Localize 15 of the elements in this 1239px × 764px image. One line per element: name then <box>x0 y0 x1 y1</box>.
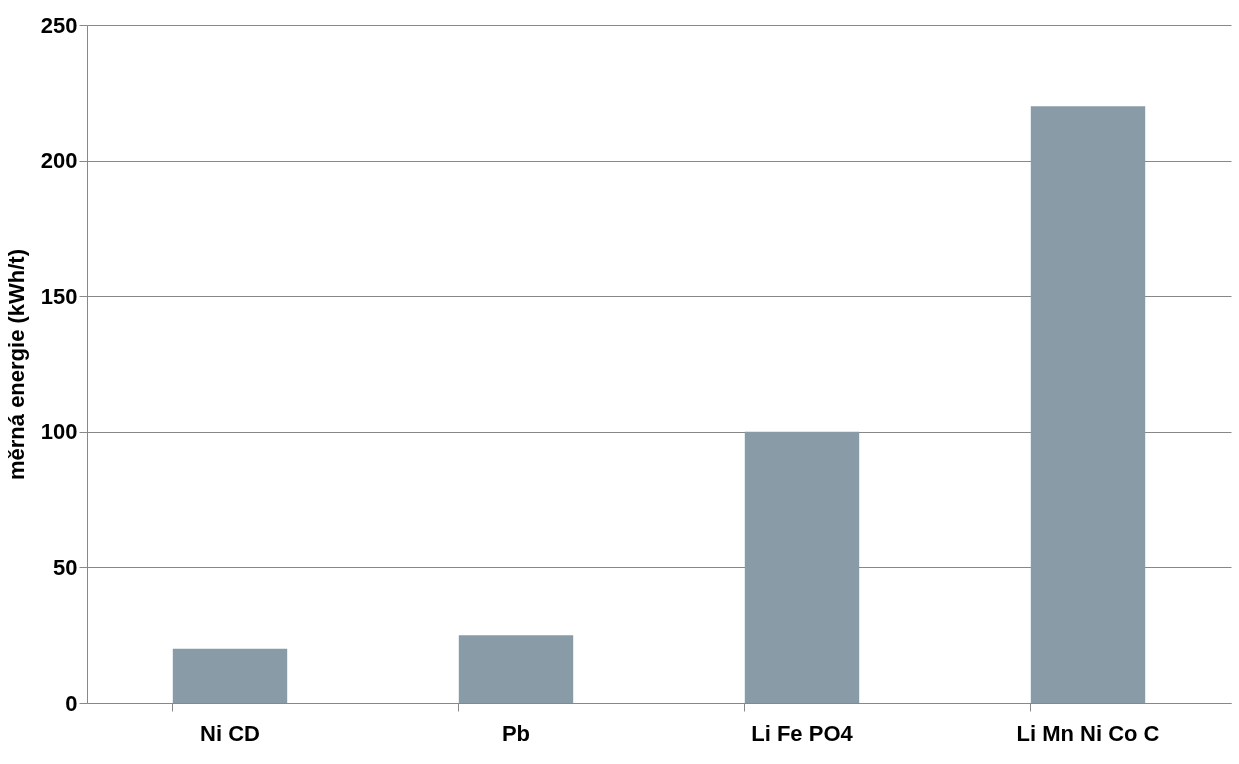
y-tick-label: 0 <box>65 690 78 716</box>
y-tick-label: 150 <box>40 283 78 309</box>
bar <box>172 648 288 703</box>
y-tick-label: 100 <box>40 419 78 445</box>
y-tick-label: 250 <box>40 12 78 38</box>
bar <box>744 431 860 703</box>
y-tick-label: 50 <box>53 554 78 580</box>
x-tick-label: Li Fe PO4 <box>751 720 854 746</box>
y-axis-title: měrná energie (kWh/t) <box>3 248 29 481</box>
bar <box>1030 106 1146 703</box>
x-tick-label: Pb <box>501 720 531 746</box>
x-tick-label: Ni CD <box>200 720 260 746</box>
x-tick-label: Li Mn Ni Co C <box>1016 720 1160 746</box>
bar <box>458 635 574 703</box>
y-tick-label: 200 <box>40 148 78 174</box>
